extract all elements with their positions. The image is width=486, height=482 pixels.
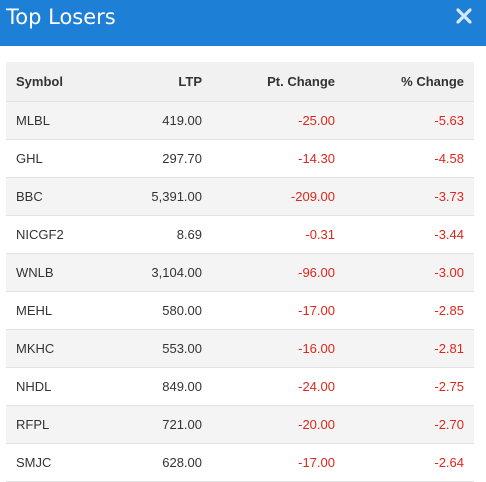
table-row[interactable]: BBC 5,391.00 -209.00 -3.73 [6, 177, 474, 215]
pt-change-cell: -20.00 [298, 416, 335, 432]
ltp-cell: 5,391.00 [151, 188, 202, 204]
pt-change-cell: -25.00 [298, 112, 335, 128]
pt-change-cell: -0.31 [305, 226, 335, 242]
pct-change-cell: -3.44 [434, 226, 464, 242]
ltp-cell: 297.70 [162, 150, 202, 166]
ltp-cell: 628.00 [162, 454, 202, 470]
symbol-cell[interactable]: NHDL [16, 378, 52, 394]
modal-title: Top Losers [6, 5, 116, 29]
column-header-ltp[interactable]: LTP [120, 62, 212, 102]
symbol-cell[interactable]: WNLB [16, 264, 54, 280]
top-losers-table-wrapper: Symbol LTP Pt. Change % Change MLBL 419.… [6, 62, 474, 482]
symbol-cell[interactable]: RFPL [16, 416, 50, 432]
column-header-pt-change[interactable]: Pt. Change [212, 62, 345, 102]
pct-change-cell: -2.64 [434, 454, 464, 470]
pct-change-cell: -3.73 [434, 188, 464, 204]
ltp-cell: 419.00 [162, 112, 202, 128]
pct-change-cell: -2.75 [434, 378, 464, 394]
pt-change-cell: -16.00 [298, 340, 335, 356]
table-row[interactable]: NICGF2 8.69 -0.31 -3.44 [6, 215, 474, 253]
pct-change-cell: -3.00 [434, 264, 464, 280]
modal-header: Top Losers [0, 0, 486, 46]
symbol-cell[interactable]: MEHL [16, 302, 53, 318]
ltp-cell: 580.00 [162, 302, 202, 318]
table-row[interactable]: MEHL 580.00 -17.00 -2.85 [6, 291, 474, 329]
symbol-cell[interactable]: NICGF2 [16, 226, 64, 242]
ltp-cell: 8.69 [176, 226, 202, 242]
pct-change-cell: -2.85 [434, 302, 464, 318]
pt-change-cell: -17.00 [298, 454, 335, 470]
pt-change-cell: -96.00 [298, 264, 335, 280]
ltp-cell: 3,104.00 [151, 264, 202, 280]
table-row[interactable]: GHL 297.70 -14.30 -4.58 [6, 139, 474, 177]
pct-change-cell: -5.63 [434, 112, 464, 128]
pt-change-cell: -209.00 [290, 188, 335, 204]
symbol-cell[interactable]: MLBL [16, 112, 50, 128]
ltp-cell: 849.00 [162, 378, 202, 394]
pct-change-cell: -2.70 [434, 416, 464, 432]
ltp-cell: 721.00 [162, 416, 202, 432]
table-row[interactable]: RFPL 721.00 -20.00 -2.70 [6, 405, 474, 443]
symbol-cell[interactable]: GHL [16, 150, 43, 166]
column-header-symbol[interactable]: Symbol [6, 62, 120, 102]
symbol-cell[interactable]: SMJC [16, 454, 52, 470]
symbol-cell[interactable]: MKHC [16, 340, 55, 356]
table-row[interactable]: MKHC 553.00 -16.00 -2.81 [6, 329, 474, 367]
table-row[interactable]: WNLB 3,104.00 -96.00 -3.00 [6, 253, 474, 291]
pct-change-cell: -4.58 [434, 150, 464, 166]
top-losers-table: Symbol LTP Pt. Change % Change MLBL 419.… [6, 62, 474, 482]
pt-change-cell: -14.30 [298, 150, 335, 166]
table-header-row: Symbol LTP Pt. Change % Change [6, 62, 474, 102]
column-header-pct-change[interactable]: % Change [345, 62, 474, 102]
table-row[interactable]: NHDL 849.00 -24.00 -2.75 [6, 367, 474, 405]
table-row[interactable]: SMJC 628.00 -17.00 -2.64 [6, 443, 474, 481]
pct-change-cell: -2.81 [434, 340, 464, 356]
ltp-cell: 553.00 [162, 340, 202, 356]
close-icon[interactable] [454, 6, 474, 26]
table-row[interactable]: MLBL 419.00 -25.00 -5.63 [6, 101, 474, 139]
symbol-cell[interactable]: BBC [16, 188, 43, 204]
pt-change-cell: -17.00 [298, 302, 335, 318]
pt-change-cell: -24.00 [298, 378, 335, 394]
